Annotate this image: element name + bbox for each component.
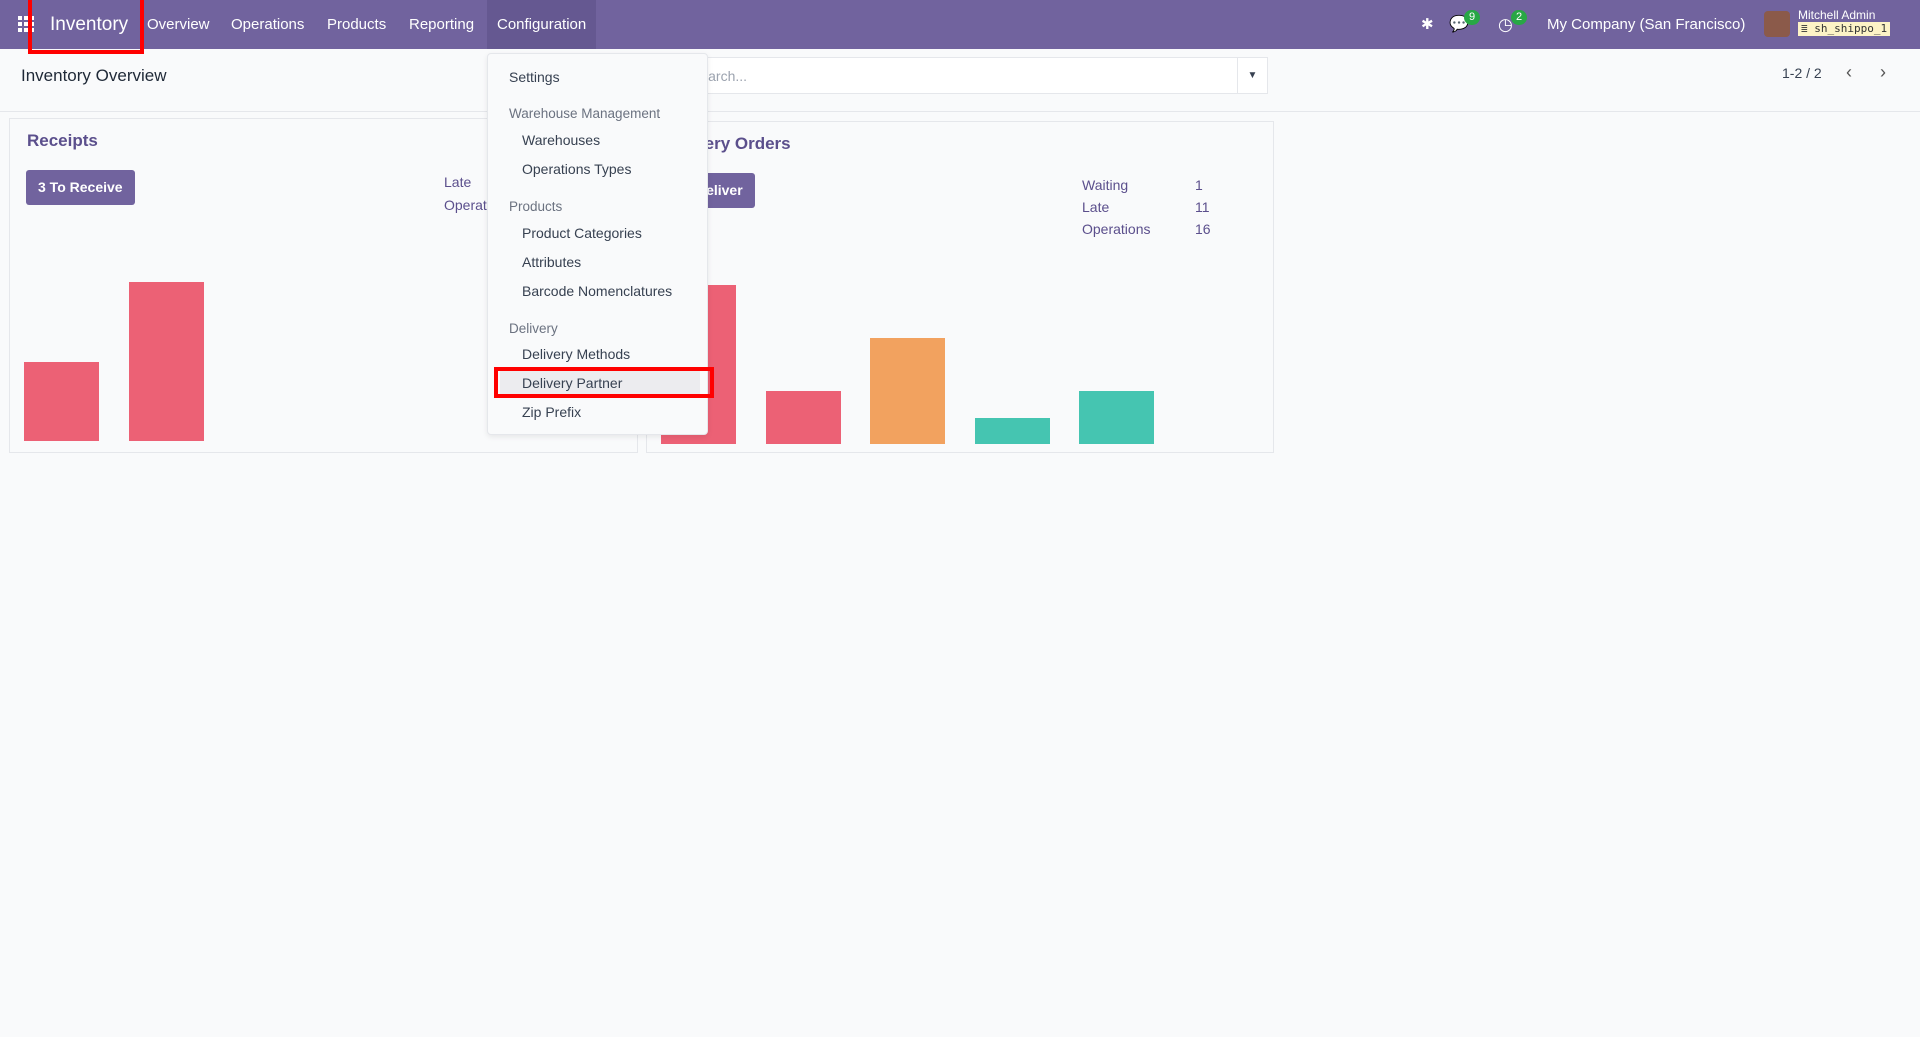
receipts-graph-bar: [24, 361, 99, 441]
clock-icon[interactable]: ◷: [1498, 15, 1513, 34]
delivery-stat-operations-value[interactable]: 16: [1195, 221, 1211, 237]
menu-barcode-nomenclatures[interactable]: Barcode Nomenclatures: [522, 283, 673, 299]
pager-value[interactable]: 1-2 / 2: [1782, 65, 1822, 81]
menu-settings[interactable]: Settings: [509, 69, 560, 85]
nav-operations[interactable]: Operations: [231, 16, 305, 33]
delivery-stat-waiting-value[interactable]: 1: [1195, 177, 1203, 193]
page-title: Inventory Overview: [21, 66, 167, 85]
menu-header-delivery: Delivery: [509, 321, 558, 336]
menu-product-categories[interactable]: Product Categories: [522, 225, 642, 241]
menu-delivery-methods[interactable]: Delivery Methods: [522, 346, 631, 362]
receipts-graph-bar: [128, 282, 204, 441]
pager-prev-icon[interactable]: ‹: [1846, 62, 1852, 82]
menu-header-products: Products: [509, 199, 563, 214]
to-receive-button[interactable]: 3 To Receive: [26, 170, 135, 205]
app-name[interactable]: Inventory: [50, 14, 129, 35]
highlight-inventory: [28, 0, 144, 54]
menu-attributes[interactable]: Attributes: [522, 254, 582, 270]
chat-icon[interactable]: 💬: [1449, 16, 1469, 33]
receipts-title[interactable]: Receipts: [27, 131, 98, 150]
control-panel: [0, 49, 1920, 112]
user-name[interactable]: Mitchell Admin: [1798, 8, 1876, 22]
delivery-stat-waiting-label[interactable]: Waiting: [1082, 177, 1129, 193]
highlight-delivery-partner: [494, 367, 714, 398]
menu-warehouses[interactable]: Warehouses: [522, 132, 601, 148]
top-navbar: Inventory Overview Operations Products R…: [0, 0, 1920, 49]
delivery-stat-late-value[interactable]: 11: [1195, 199, 1210, 215]
pager-next-icon[interactable]: ›: [1880, 62, 1886, 82]
nav-products[interactable]: Products: [327, 16, 387, 33]
receipts-stat-late[interactable]: Late: [444, 174, 472, 190]
company-switcher[interactable]: My Company (San Francisco): [1547, 16, 1746, 33]
delivery-card: [646, 121, 1274, 453]
configuration-dropdown: Settings Warehouse Management Warehouses…: [487, 53, 708, 435]
app-grid-icon[interactable]: [18, 16, 34, 32]
nav-overview[interactable]: Overview: [147, 16, 210, 33]
database-name: ≣ sh_shippo_1: [1798, 22, 1891, 36]
activities-badge: 2: [1511, 10, 1528, 25]
menu-zip-prefix[interactable]: Zip Prefix: [522, 404, 582, 420]
delivery-graph-bar: [765, 391, 841, 444]
delivery-graph-bar: [870, 338, 945, 444]
messages-badge: 9: [1464, 10, 1481, 25]
search-options-toggle[interactable]: ▼: [1237, 58, 1267, 93]
bug-icon[interactable]: ✱: [1421, 16, 1434, 33]
menu-delivery-partner[interactable]: Delivery Partner: [500, 371, 700, 395]
delivery-stat-operations-label[interactable]: Operations: [1082, 221, 1151, 237]
nav-configuration[interactable]: Configuration: [487, 0, 597, 49]
avatar[interactable]: [1764, 11, 1790, 37]
delivery-stat-late-label[interactable]: Late: [1082, 199, 1110, 215]
menu-operations-types[interactable]: Operations Types: [522, 161, 632, 177]
search-input[interactable]: Search... ▼: [680, 57, 1268, 94]
nav-reporting[interactable]: Reporting: [409, 16, 475, 33]
database-label: sh_shippo_1: [1814, 22, 1888, 35]
menu-header-warehouse: Warehouse Management: [509, 106, 661, 121]
delivery-graph-bar: [1079, 391, 1154, 444]
delivery-graph-bar: [974, 417, 1050, 444]
